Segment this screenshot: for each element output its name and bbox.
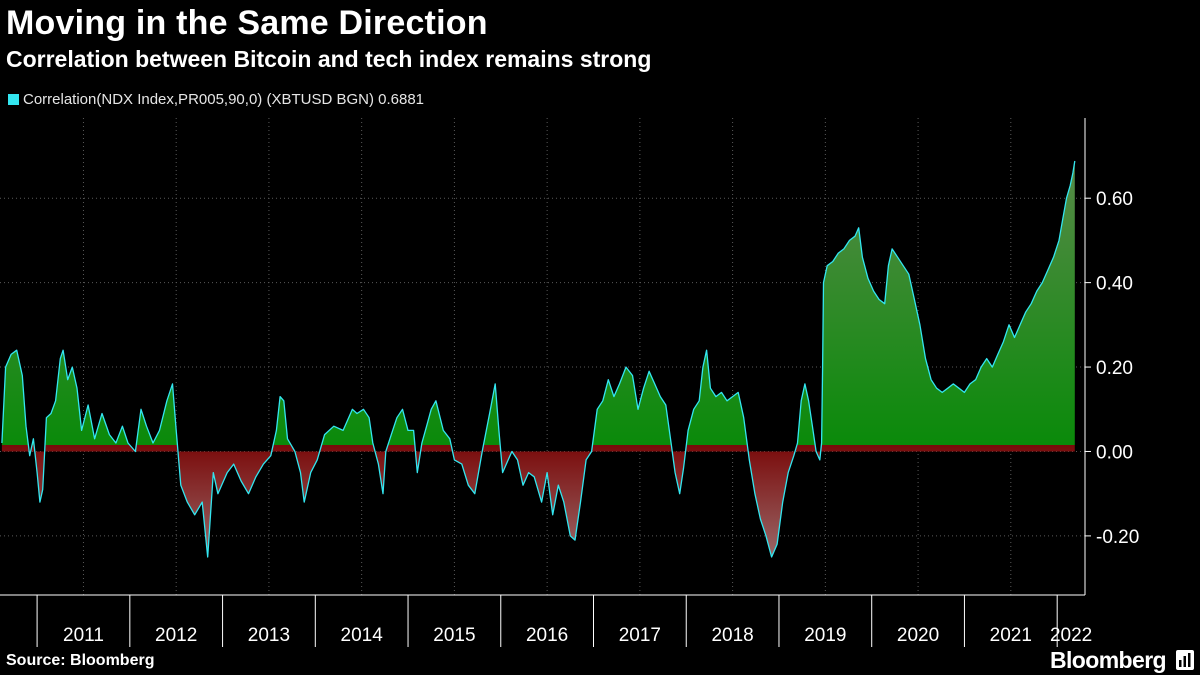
positive-area	[1, 161, 1075, 445]
axes: 0.60 0.40 0.20 0.00 -0.20 2011 2012 2013 2014 201…	[0, 118, 1139, 647]
x-tick-label: 2016	[526, 625, 568, 646]
x-tick-label: 2022	[1050, 625, 1092, 646]
legend-swatch	[8, 94, 19, 105]
y-tick-label: -0.20	[1096, 527, 1139, 548]
chart-subtitle: Correlation between Bitcoin and tech ind…	[6, 46, 652, 72]
x-tick-label: 2017	[619, 625, 661, 646]
legend-label: Correlation(NDX Index,PR005,90,0) (XBTUS…	[23, 91, 425, 108]
x-tick-label: 2020	[897, 625, 939, 646]
chart-title: Moving in the Same Direction	[6, 4, 488, 42]
bar-chart-icon	[1176, 650, 1194, 670]
x-tick-label: 2015	[433, 625, 475, 646]
x-tick-label: 2012	[155, 625, 197, 646]
plot-area	[1, 160, 1076, 558]
y-tick-label: 0.60	[1096, 189, 1133, 210]
source-note: Source: Bloomberg	[6, 652, 155, 669]
y-tick-label: 0.00	[1096, 442, 1133, 463]
negative-area	[1, 445, 1075, 557]
legend: Correlation(NDX Index,PR005,90,0) (XBTUS…	[8, 91, 424, 108]
x-tick-label: 2011	[63, 625, 104, 646]
x-tick-label: 2013	[248, 625, 290, 646]
x-tick-label: 2014	[341, 625, 384, 646]
y-tick-label: 0.20	[1096, 358, 1133, 379]
y-tick-label: 0.40	[1096, 274, 1133, 295]
series-line	[1, 160, 1076, 558]
x-tick-label: 2018	[711, 625, 753, 646]
x-tick-label: 2019	[804, 625, 846, 646]
bloomberg-logo: Bloomberg	[1050, 647, 1167, 673]
x-tick-label: 2021	[990, 625, 1032, 646]
